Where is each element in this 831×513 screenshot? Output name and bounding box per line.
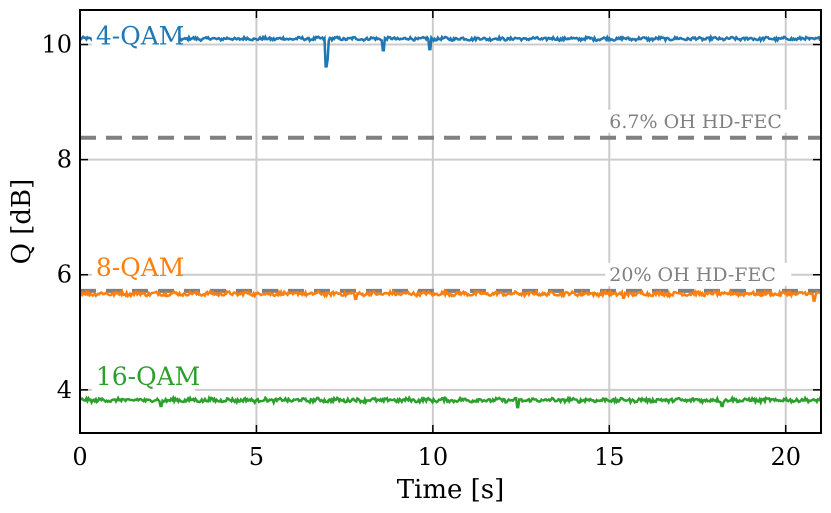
y-tick-label: 6 — [57, 261, 72, 289]
x-tick-label: 5 — [249, 443, 264, 471]
series-label-background — [91, 360, 195, 392]
y-tick-label: 10 — [41, 31, 72, 59]
series-label-background — [91, 19, 180, 51]
ticks: 0 5 10 15 20 4 6 8 10 — [41, 10, 821, 471]
fec-label-background — [605, 109, 792, 133]
series-label-8-qam: 8-QAM — [96, 253, 185, 282]
series-line-16-qam — [79, 394, 823, 409]
fec-threshold-label: 20% OH HD-FEC — [609, 264, 776, 286]
x-axis-title: Time [s] — [397, 475, 505, 505]
series-line-8-qam — [79, 287, 823, 302]
x-tick-label: 0 — [72, 443, 87, 471]
plot-frame — [79, 9, 822, 434]
series-label-4-qam: 4-QAM — [96, 22, 185, 51]
x-tick-label: 10 — [418, 443, 449, 471]
y-tick-label: 8 — [57, 146, 72, 174]
y-tick-label: 4 — [57, 376, 72, 404]
fec-threshold-label: 6.7% OH HD-FEC — [609, 111, 782, 133]
y-axis-title: Q [dB] — [7, 179, 37, 265]
series-lines — [79, 33, 823, 409]
reference-lines: 6.7% OH HD-FEC 20% OH HD-FEC — [80, 109, 821, 293]
series-labels: 4-QAM 8-QAM 16-QAM — [91, 19, 200, 392]
x-tick-label: 15 — [594, 443, 625, 471]
series-label-16-qam: 16-QAM — [96, 362, 200, 391]
x-tick-label: 20 — [770, 443, 801, 471]
series-line-4-qam — [79, 33, 822, 68]
grid — [79, 10, 821, 433]
fec-label-background — [605, 262, 792, 286]
series-label-background — [91, 250, 180, 282]
